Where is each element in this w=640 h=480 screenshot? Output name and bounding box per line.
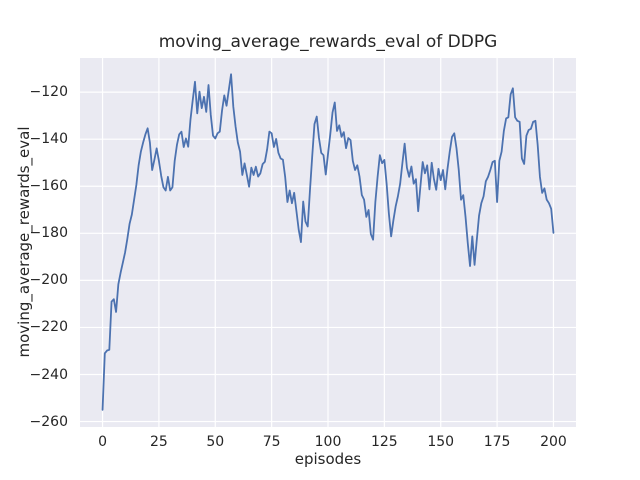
reward-line: [101, 73, 555, 411]
chart-title: moving_average_rewards_eval of DDPG: [158, 32, 498, 52]
y-tick-label: −120: [29, 84, 68, 101]
y-tick-label: −160: [29, 178, 68, 195]
x-tick-label: 0: [98, 434, 107, 450]
y-tick-label: −220: [29, 319, 68, 336]
y-tick-label: −180: [29, 225, 68, 242]
x-tick-label: 100: [314, 434, 342, 450]
x-tick-label: 125: [370, 434, 398, 450]
y-tick-label: −200: [29, 272, 68, 289]
y-tick-label: −260: [29, 413, 68, 430]
x-tick-label: 75: [262, 434, 281, 450]
x-tick-label: 150: [427, 434, 455, 450]
x-tick-label: 175: [483, 434, 511, 450]
x-tick-label: 200: [540, 434, 567, 450]
plot-area: [80, 58, 576, 427]
x-tick-label: 50: [206, 434, 225, 450]
x-axis-label: episodes: [294, 450, 362, 468]
x-tick-label: 25: [149, 434, 168, 450]
y-tick-label: −240: [29, 366, 68, 383]
y-tick-label: −140: [29, 131, 68, 148]
